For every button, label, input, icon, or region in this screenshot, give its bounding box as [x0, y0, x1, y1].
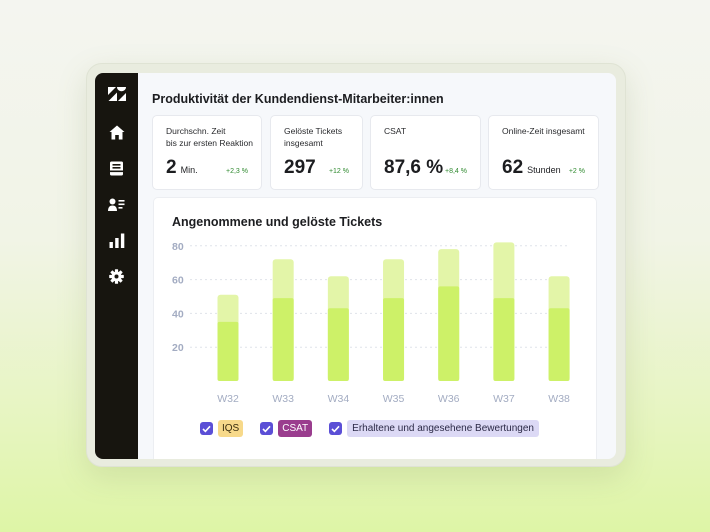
- kpi-card-online-time[interactable]: Online-Zeit insgesamt 62 Stunden +2 %: [488, 115, 599, 190]
- sidebar: [95, 73, 138, 459]
- y-tick-label: 40: [172, 308, 184, 320]
- app-window: Produktivität der Kundendienst-Mitarbeit…: [95, 73, 616, 459]
- x-tick-label: W32: [217, 393, 239, 405]
- kpi-value: 62 Stunden: [502, 157, 561, 178]
- legend-item-ratings[interactable]: Erhaltene und angesehene Bewertungen: [329, 420, 539, 437]
- bar-series-1[interactable]: [383, 298, 405, 381]
- kpi-label: Durchschn. Zeit bis zur ersten Reaktion: [166, 126, 253, 148]
- kpi-delta: +2 %: [568, 168, 585, 175]
- gear-icon[interactable]: [106, 265, 128, 287]
- legend-label: CSAT: [278, 420, 313, 437]
- main-content: Produktivität der Kundendienst-Mitarbeit…: [138, 73, 616, 459]
- users-icon[interactable]: [106, 193, 128, 215]
- kpi-card-csat[interactable]: CSAT 87,6 % +8,4 %: [370, 115, 481, 190]
- y-tick-label: 60: [172, 275, 184, 287]
- bar-series-1[interactable]: [438, 286, 460, 381]
- chart-legend: IQS CSAT Erhaltene und angesehene Bewert…: [200, 420, 556, 437]
- bar-series-1[interactable]: [548, 308, 570, 381]
- kpi-unit: Stunden: [527, 165, 561, 175]
- checkbox-checked-icon[interactable]: [329, 422, 343, 435]
- y-tick-label: 80: [172, 241, 184, 253]
- kpi-delta: +2,3 %: [226, 168, 248, 175]
- x-tick-label: W33: [272, 393, 294, 405]
- home-icon[interactable]: [106, 121, 128, 143]
- bar-chart-icon[interactable]: [106, 229, 128, 251]
- x-tick-label: W36: [438, 393, 460, 405]
- kpi-label: Gelöste Tickets insgesamt: [284, 126, 343, 148]
- bar-series-1[interactable]: [493, 298, 515, 381]
- x-tick-label: W38: [548, 393, 570, 405]
- kpi-value: 87,6 %: [384, 157, 444, 178]
- x-tick-label: W37: [493, 393, 515, 405]
- kpi-label: Online-Zeit insgesamt: [502, 126, 585, 136]
- kpi-unit: Min.: [180, 165, 198, 175]
- kpi-delta: +8,4 %: [445, 168, 467, 175]
- legend-label: Erhaltene und angesehene Bewertungen: [347, 420, 539, 437]
- page-title: Produktivität der Kundendienst-Mitarbeit…: [152, 92, 444, 106]
- bar-series-1[interactable]: [217, 321, 239, 381]
- bar-series-1[interactable]: [272, 298, 294, 381]
- legend-item-iqs[interactable]: IQS: [200, 420, 244, 437]
- inbox-icon[interactable]: [106, 157, 128, 179]
- x-tick-label: W35: [383, 393, 405, 405]
- legend-item-csat[interactable]: CSAT: [260, 420, 313, 437]
- kpi-label: CSAT: [384, 126, 407, 136]
- kpi-card-first-response[interactable]: Durchschn. Zeit bis zur ersten Reaktion …: [152, 115, 262, 190]
- kpi-value: 297: [284, 157, 316, 178]
- checkbox-checked-icon[interactable]: [260, 422, 274, 435]
- kpi-value: 2 Min.: [166, 157, 198, 178]
- y-tick-label: 20: [172, 342, 184, 354]
- x-tick-label: W34: [328, 393, 350, 405]
- zendesk-logo-icon[interactable]: [106, 83, 128, 105]
- kpi-card-solved-tickets[interactable]: Gelöste Tickets insgesamt 297 +12 %: [270, 115, 363, 190]
- legend-label: IQS: [218, 420, 244, 437]
- chart-card: Angenommene und gelöste Tickets 20 40 60 80…: [153, 197, 597, 459]
- ticket-bar-chart: 20 40 60 80 W32 W33 W34 W35 W36 W37 W38: [172, 241, 570, 405]
- bar-series-1[interactable]: [327, 308, 349, 381]
- chart-title: Angenommene und gelöste Tickets: [172, 215, 383, 229]
- kpi-delta: +12 %: [328, 168, 349, 175]
- checkbox-checked-icon[interactable]: [200, 422, 213, 435]
